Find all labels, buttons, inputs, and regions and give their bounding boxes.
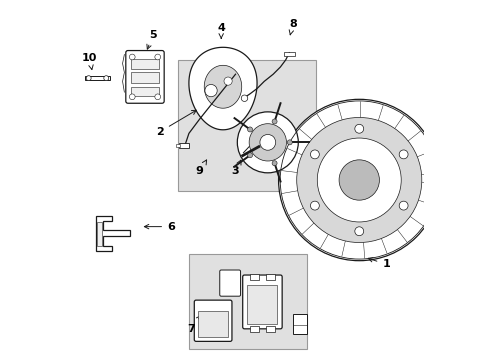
- Circle shape: [398, 201, 407, 210]
- Circle shape: [247, 127, 252, 132]
- Bar: [292, 315, 306, 334]
- Circle shape: [398, 150, 407, 159]
- Bar: [131, 72, 159, 83]
- Bar: [131, 59, 159, 69]
- Bar: [249, 274, 258, 280]
- Bar: [265, 326, 274, 332]
- Circle shape: [278, 99, 439, 261]
- Text: 3: 3: [231, 160, 241, 176]
- Polygon shape: [204, 65, 241, 108]
- Text: 7: 7: [186, 316, 201, 334]
- Text: 2: 2: [156, 110, 196, 136]
- Circle shape: [260, 134, 275, 150]
- Circle shape: [129, 94, 135, 100]
- Bar: [85, 76, 110, 80]
- Circle shape: [296, 117, 421, 243]
- Circle shape: [271, 161, 277, 166]
- Bar: [265, 274, 274, 280]
- Circle shape: [155, 54, 160, 60]
- Circle shape: [237, 112, 298, 173]
- Circle shape: [271, 119, 277, 124]
- Circle shape: [86, 76, 91, 81]
- Circle shape: [354, 227, 363, 236]
- Bar: [188, 253, 306, 348]
- Text: 5: 5: [146, 30, 157, 49]
- Circle shape: [338, 160, 379, 200]
- Circle shape: [317, 138, 400, 222]
- Circle shape: [204, 85, 217, 97]
- Text: 1: 1: [367, 258, 389, 269]
- Bar: [131, 87, 159, 96]
- Circle shape: [247, 153, 252, 158]
- Circle shape: [286, 140, 292, 145]
- Bar: [284, 51, 295, 56]
- Bar: [249, 326, 258, 332]
- Text: 6: 6: [144, 222, 175, 231]
- FancyBboxPatch shape: [194, 300, 231, 341]
- Text: 8: 8: [288, 19, 296, 35]
- Polygon shape: [96, 216, 129, 251]
- Text: 9: 9: [195, 160, 206, 176]
- Circle shape: [103, 76, 108, 81]
- Circle shape: [310, 201, 319, 210]
- Circle shape: [224, 77, 232, 85]
- FancyBboxPatch shape: [125, 50, 164, 103]
- Circle shape: [241, 95, 247, 102]
- Polygon shape: [188, 47, 257, 130]
- FancyBboxPatch shape: [242, 275, 282, 329]
- Text: 10: 10: [81, 53, 97, 69]
- Circle shape: [354, 124, 363, 133]
- Bar: [247, 285, 277, 324]
- Circle shape: [155, 94, 160, 100]
- Bar: [175, 144, 180, 147]
- Circle shape: [129, 54, 135, 60]
- Bar: [97, 222, 102, 246]
- Text: 4: 4: [217, 23, 224, 39]
- Bar: [198, 311, 227, 337]
- Circle shape: [249, 124, 286, 161]
- Bar: [179, 143, 189, 148]
- Circle shape: [310, 150, 319, 159]
- FancyBboxPatch shape: [219, 270, 240, 296]
- Bar: [178, 60, 316, 191]
